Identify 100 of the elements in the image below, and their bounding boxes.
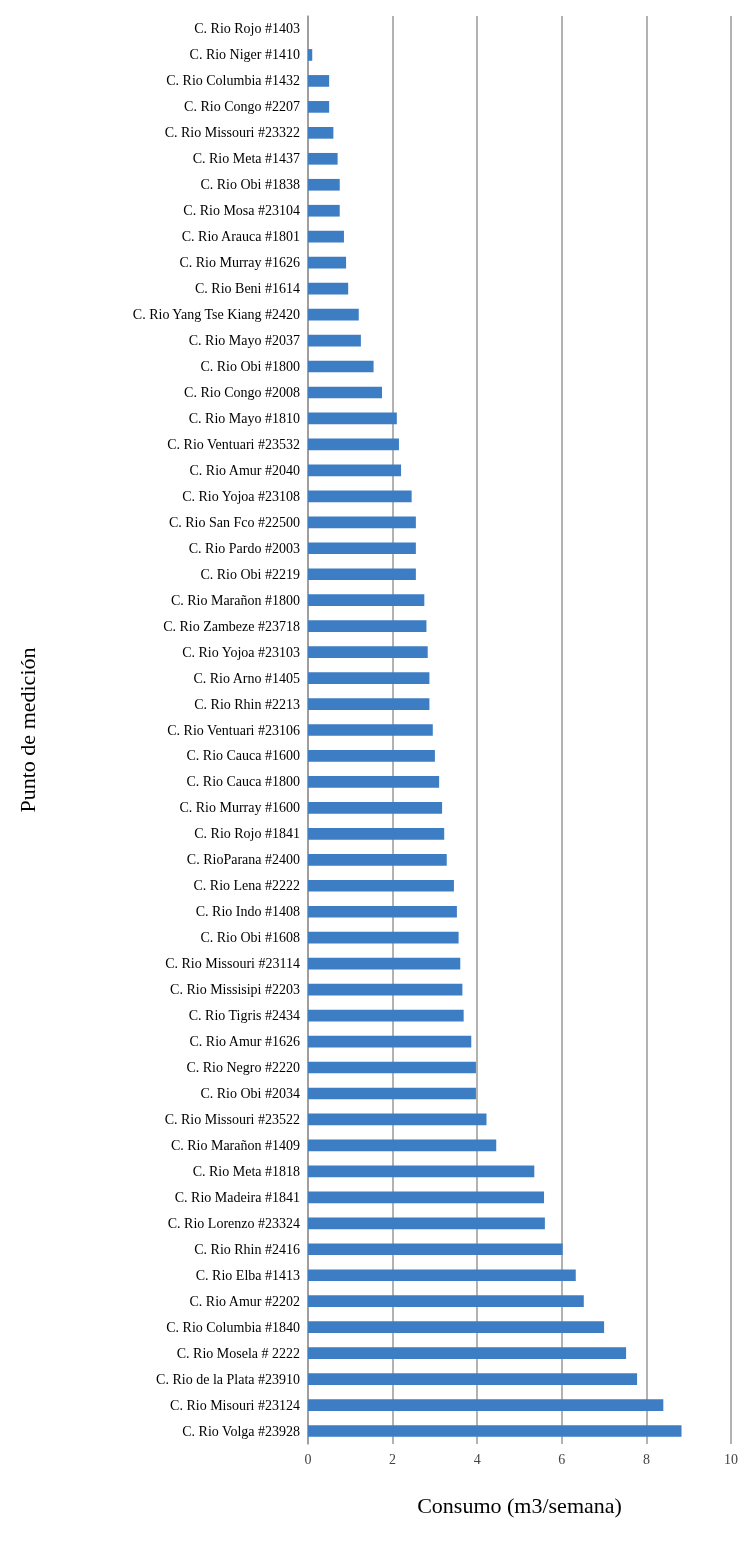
x-tick-label: 8 — [642, 1451, 650, 1467]
bar — [308, 957, 461, 970]
y-tick-label: C. Rio Cauca #1600 — [186, 748, 300, 764]
bar — [308, 1321, 605, 1334]
y-tick-label: C. Rio Missouri #23322 — [164, 125, 300, 141]
bar — [308, 334, 361, 347]
bar — [308, 178, 340, 191]
y-tick-label: C. Rio Ventuari #23106 — [167, 722, 300, 738]
x-axis-title: Consumo (m3/semana) — [417, 1492, 622, 1518]
bar — [308, 1295, 584, 1308]
y-tick-label: C. Rio Columbia #1432 — [166, 73, 300, 89]
y-tick-label: C. Rio Murray #1626 — [179, 255, 300, 271]
bar — [308, 1425, 682, 1437]
y-tick-label: C. Rio Cauca #1800 — [186, 774, 300, 790]
y-tick-label: C. Rio Madeira #1841 — [174, 1189, 300, 1205]
bar — [308, 1243, 563, 1256]
bar — [308, 360, 374, 373]
bar — [308, 542, 416, 555]
bar — [308, 101, 330, 113]
bar — [308, 1035, 472, 1048]
bar — [308, 802, 443, 814]
bar — [308, 412, 397, 425]
y-tick-label: C. Rio Meta #1818 — [192, 1163, 300, 1179]
y-tick-label: C. Rio Yang Tse Kiang #2420 — [132, 307, 300, 323]
bar — [308, 1113, 487, 1126]
bar — [308, 646, 428, 658]
y-tick-label: C. Rio Lorenzo #23324 — [167, 1215, 300, 1231]
bar — [308, 464, 402, 477]
y-tick-label: C. Rio Columbia #1840 — [166, 1319, 300, 1335]
y-tick-label: C. Rio Arauca #1801 — [181, 229, 300, 245]
bar — [308, 204, 340, 217]
y-tick-label: C. Rio Rhin #2416 — [194, 1241, 300, 1257]
bar — [308, 853, 447, 866]
y-tick-label: C. Rio Zambeze #23718 — [163, 618, 300, 634]
y-tick-label: C. Rio Misouri #23124 — [170, 1397, 300, 1413]
x-tick-label: 2 — [389, 1451, 397, 1467]
y-tick-label: C. Rio Negro #2220 — [186, 1060, 300, 1076]
bar — [308, 490, 412, 503]
bar — [308, 1087, 476, 1100]
bar — [308, 1217, 545, 1230]
y-tick-label: C. Rio Pardo #2003 — [188, 540, 300, 556]
bar — [308, 386, 383, 399]
y-tick-label: C. Rio Obi #1838 — [200, 177, 300, 193]
y-tick-label: C. Rio de la Plata #23910 — [156, 1371, 300, 1387]
bar — [308, 828, 445, 840]
bar — [308, 905, 457, 918]
bar — [308, 776, 440, 788]
bar — [308, 438, 399, 451]
x-tick-label: 6 — [558, 1451, 566, 1467]
bar — [308, 1373, 638, 1385]
y-tick-label: C. Rio Indo #1408 — [195, 904, 300, 920]
y-tick-label: C. Rio Missouri #23522 — [164, 1111, 300, 1127]
bar — [308, 1061, 476, 1074]
y-tick-label: C. Rio Amur #1626 — [189, 1034, 300, 1050]
y-tick-label: C. Rio Mayo #1810 — [188, 410, 300, 426]
y-tick-label: C. Rio Missisipi #2203 — [170, 982, 300, 998]
y-tick-label: C. Rio Congo #2207 — [184, 99, 300, 115]
bar — [308, 931, 459, 944]
bar — [308, 698, 430, 710]
y-tick-label: C. Rio Beni #1614 — [194, 281, 300, 297]
bar — [308, 983, 463, 996]
y-tick-label: C. RioParana #2400 — [186, 852, 300, 868]
y-tick-label: C. Rio Elba #1413 — [195, 1267, 300, 1283]
bar — [308, 568, 416, 581]
y-tick-label: C. Rio Volga #23928 — [182, 1423, 300, 1439]
bar — [308, 724, 433, 736]
x-tick-label: 4 — [473, 1451, 481, 1467]
y-tick-label: C. Rio Rojo #1841 — [194, 826, 300, 842]
bar — [308, 672, 430, 684]
y-tick-label: C. Rio Yojoa #23108 — [182, 488, 300, 504]
bar — [308, 256, 347, 269]
bar — [308, 126, 334, 139]
bar — [308, 1009, 464, 1022]
y-tick-label: C. Rio Arno #1405 — [193, 670, 300, 686]
bar — [308, 620, 427, 632]
bar — [308, 1191, 545, 1204]
bar — [308, 1165, 535, 1178]
y-tick-label: C. Rio Missouri #23114 — [165, 956, 300, 972]
y-tick-label: C. Rio Ventuari #23532 — [167, 436, 300, 452]
bar — [308, 879, 454, 892]
y-tick-label: C. Rio Obi #2219 — [200, 566, 300, 582]
y-tick-label: C. Rio Obi #2034 — [200, 1085, 300, 1101]
bar — [308, 750, 435, 762]
y-tick-label: C. Rio Congo #2008 — [184, 384, 300, 400]
bar — [308, 1139, 497, 1152]
y-tick-label: C. Rio Rhin #2213 — [194, 696, 300, 712]
y-tick-label: C. Rio Mayo #2037 — [188, 333, 300, 349]
y-tick-label: C. Rio Mosa #23104 — [183, 203, 300, 219]
y-tick-label: C. Rio Yojoa #23103 — [182, 644, 300, 660]
y-tick-label: C. Rio Obi #1608 — [200, 930, 300, 946]
x-tick-label: 10 — [724, 1451, 738, 1467]
y-tick-label: C. Rio Amur #2040 — [189, 462, 300, 478]
bar — [308, 1269, 576, 1282]
bar — [308, 1347, 627, 1359]
x-tick-label: 0 — [304, 1451, 312, 1467]
bar — [308, 308, 359, 321]
y-tick-label: C. Rio Amur #2202 — [189, 1293, 300, 1309]
bar — [308, 1399, 664, 1411]
bar — [308, 594, 425, 607]
y-tick-label: C. Rio Marañon #1800 — [170, 592, 300, 608]
